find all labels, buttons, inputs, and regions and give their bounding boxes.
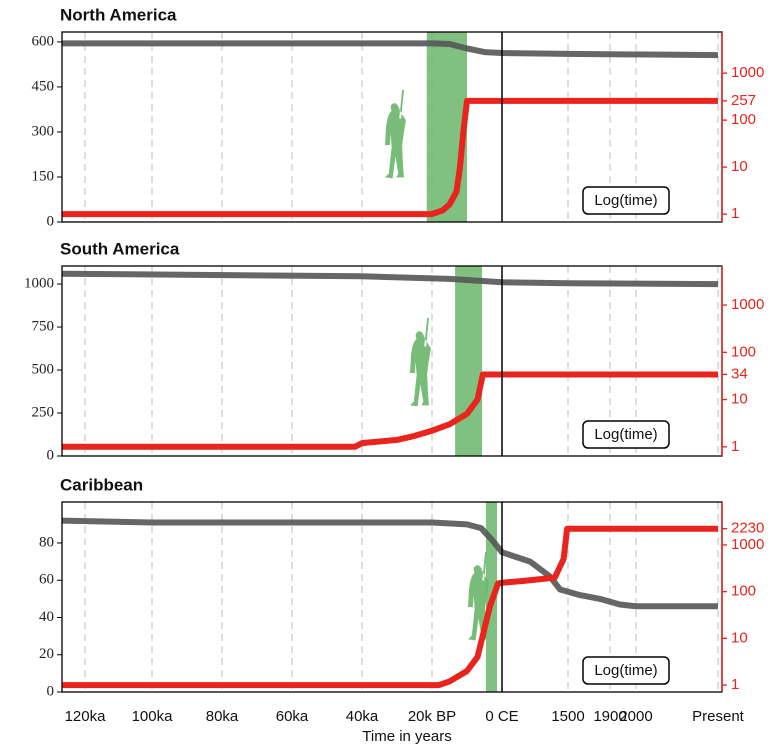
annotation: Log(time) [594, 192, 657, 209]
y2-tick-label: 1 [731, 676, 739, 693]
y-tick-label: 0 [47, 213, 55, 229]
y-tick-label: 500 [32, 361, 55, 377]
y2-tick-label: 1 [731, 438, 739, 455]
annotation: Log(time) [594, 426, 657, 443]
y-tick-label: 80 [39, 534, 54, 550]
y2-tick-label: 10 [731, 158, 748, 175]
annotation: Log(time) [594, 662, 657, 679]
y2-tick-label: 100 [731, 343, 756, 360]
y-tick-label: 750 [32, 318, 55, 334]
x-tick-label: 1500 [551, 708, 584, 725]
y-tick-label: 1000 [24, 275, 54, 291]
y2-tick-label: 1000 [731, 536, 764, 553]
y2-tick-label: 10 [731, 391, 748, 408]
y-tick-label: 450 [32, 78, 55, 94]
y-tick-label: 40 [39, 609, 54, 625]
y-tick-label: 20 [39, 646, 54, 662]
panel-title: Caribbean [60, 475, 143, 494]
y2-tick-label: 1000 [731, 64, 764, 81]
panel-title: North America [60, 5, 177, 24]
y-tick-label: 0 [47, 447, 55, 463]
x-tick-label: Present [692, 708, 745, 725]
x-tick-label: 80ka [206, 708, 239, 725]
y2-tick-label: 100 [731, 111, 756, 128]
x-tick-label: 60ka [276, 708, 309, 725]
panel-title: South America [60, 239, 180, 258]
x-axis-label: Time in years [362, 728, 451, 745]
x-tick-label: 0 CE [485, 708, 518, 725]
y-tick-label: 150 [32, 168, 55, 184]
y-tick-label: 60 [39, 572, 54, 588]
x-tick-label: 20k BP [408, 708, 456, 725]
y-tick-label: 250 [32, 404, 55, 420]
x-tick-label: 120ka [65, 708, 107, 725]
x-tick-label: 100ka [132, 708, 174, 725]
y-tick-label: 300 [32, 123, 55, 139]
arrival-band [455, 266, 482, 456]
y2-tick-label: 100 [731, 583, 756, 600]
y2-tick-label: 2230 [731, 520, 764, 537]
y2-tick-label: 10 [731, 629, 748, 646]
x-tick-label: 40ka [346, 708, 379, 725]
x-tick-label: 2000 [619, 708, 652, 725]
y2-tick-label: 34 [731, 365, 748, 382]
y2-tick-label: 1000 [731, 296, 764, 313]
y-tick-label: 600 [32, 33, 55, 49]
y-tick-label: 0 [47, 683, 55, 699]
figure: North America01503004506001101002571000L… [0, 0, 777, 751]
y2-tick-label: 1 [731, 205, 739, 222]
y2-tick-label: 257 [731, 92, 756, 109]
